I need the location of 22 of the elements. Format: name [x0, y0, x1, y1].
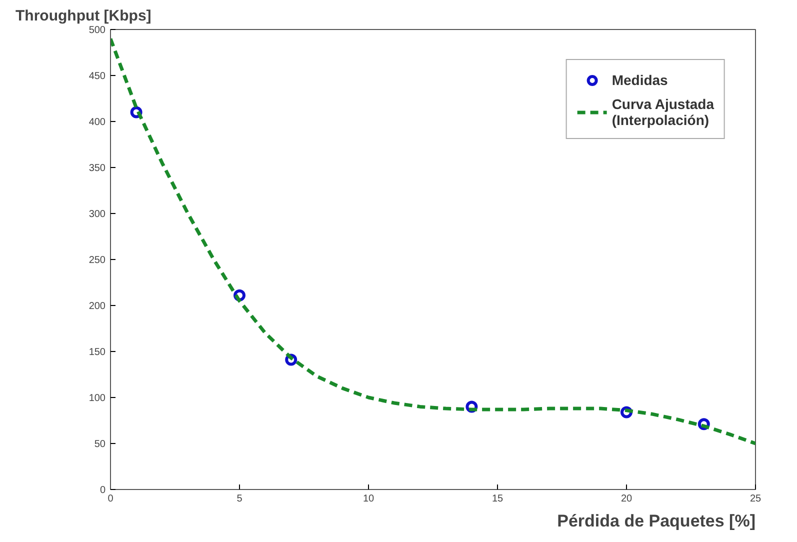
- x-tick-label: 15: [492, 494, 504, 504]
- x-axis-title: Pérdida de Paquetes [%]: [557, 512, 756, 530]
- y-tick-label: 250: [88, 255, 106, 266]
- y-tick-label: 400: [88, 117, 106, 128]
- y-tick-label: 50: [94, 439, 106, 450]
- x-tick-label: 10: [362, 494, 374, 504]
- x-tick-label: 5: [236, 494, 243, 504]
- y-tick-label: 0: [100, 485, 106, 496]
- y-tick-label: 100: [88, 393, 106, 404]
- x-tick-label: 20: [620, 494, 632, 504]
- x-tick-label: 25: [750, 494, 762, 504]
- y-tick-label: 150: [88, 347, 106, 358]
- y-axis-title: Throughput [Kbps]: [16, 8, 152, 24]
- line-series: [110, 36, 756, 446]
- y-tick-label: 200: [88, 301, 106, 312]
- y-tick-label: 350: [88, 163, 106, 174]
- legend-label: Curva Ajustada (Interpolación): [612, 96, 714, 128]
- y-tick-label: 450: [88, 71, 106, 82]
- y-tick-label: 500: [88, 25, 106, 36]
- legend-label: Medidas: [612, 72, 668, 88]
- y-tick-label: 300: [88, 209, 106, 220]
- x-tick-label: 0: [108, 494, 114, 504]
